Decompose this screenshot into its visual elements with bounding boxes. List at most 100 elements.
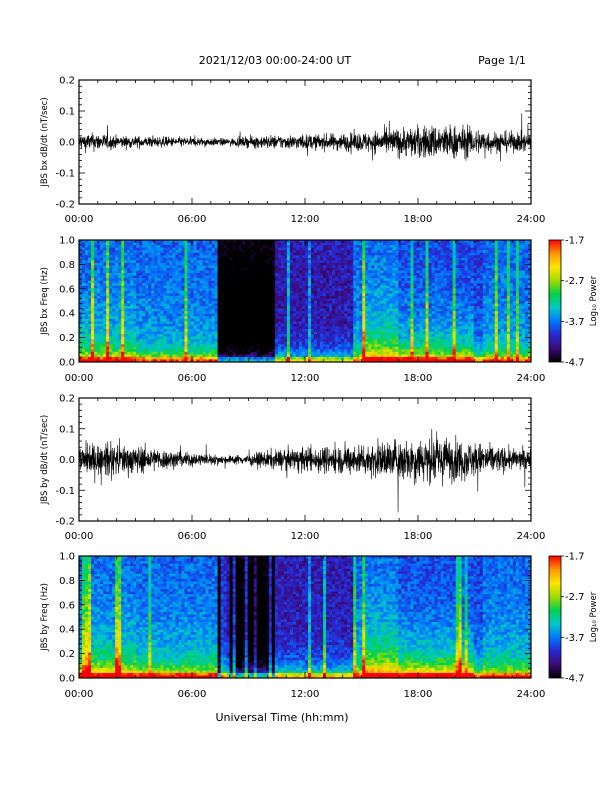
- x-tick-label: 24:00: [517, 214, 546, 225]
- spectrogram-cell: [292, 318, 297, 322]
- spectrogram-cell: [280, 273, 285, 276]
- spectrogram-cell: [238, 308, 243, 312]
- spectrogram-cell: [277, 257, 282, 261]
- spectrogram-cell: [103, 283, 107, 287]
- spectrogram-cell: [229, 341, 234, 345]
- spectrogram-cell: [289, 267, 294, 271]
- spectrogram-cell: [380, 303, 384, 307]
- spectrogram-cell: [241, 356, 246, 360]
- spectrogram-cell: [115, 285, 119, 289]
- spectrogram-cell: [259, 270, 264, 274]
- spectrogram-cell: [205, 260, 209, 264]
- spectrogram-cell: [365, 260, 369, 264]
- spectrogram-cell: [274, 349, 279, 353]
- spectrogram-cell: [181, 351, 185, 355]
- spectrogram-cell: [148, 308, 152, 312]
- spectrogram-cell: [226, 288, 231, 292]
- spectrogram-cell: [187, 308, 191, 312]
- spectrogram-cell: [142, 245, 146, 249]
- spectrogram-cell: [118, 273, 122, 276]
- spectrogram-cell: [292, 265, 297, 269]
- spectrogram-cell: [323, 280, 327, 284]
- spectrogram-cell: [283, 295, 288, 299]
- spectrogram-cell: [332, 321, 336, 325]
- spectrogram-cell: [259, 242, 264, 246]
- spectrogram-cell: [220, 316, 225, 320]
- spectrogram-cell: [265, 252, 270, 256]
- spectrogram-cell: [232, 293, 237, 297]
- spectrogram-cell: [220, 247, 225, 251]
- spectrogram-cell: [157, 334, 161, 337]
- spectrogram-cell: [91, 316, 95, 320]
- spectrogram-cell: [184, 273, 188, 276]
- spectrogram-cell: [253, 311, 258, 315]
- spectrogram-cell: [265, 336, 270, 340]
- spectrogram-cell: [362, 280, 366, 284]
- spectrogram-cell: [109, 339, 113, 343]
- spectrogram-cell: [88, 267, 92, 271]
- spectrogram-cell: [308, 336, 312, 340]
- spectrogram-cell: [292, 326, 297, 330]
- spectrogram-cell: [136, 334, 140, 337]
- spectrogram-cell: [94, 242, 98, 246]
- spectrogram-cell: [344, 316, 348, 320]
- spectrogram-cell: [268, 293, 273, 297]
- spectrogram-cell: [353, 260, 357, 264]
- spectrogram-cell: [142, 334, 146, 337]
- spectrogram-cell: [220, 359, 225, 363]
- spectrogram-cell: [202, 359, 206, 363]
- spectrogram-cell: [112, 354, 116, 358]
- spectrogram-cell: [335, 311, 339, 315]
- spectrogram-cell: [130, 247, 134, 251]
- spectrogram-cell: [166, 247, 170, 251]
- spectrogram-cell: [187, 280, 191, 284]
- spectrogram-cell: [199, 252, 203, 256]
- spectrogram-cell: [187, 323, 191, 327]
- spectrogram-cell: [265, 344, 270, 348]
- spectrogram-cell: [371, 318, 375, 322]
- spectrogram-cell: [341, 318, 345, 322]
- spectrogram-cell: [151, 341, 155, 345]
- spectrogram-cell: [133, 328, 137, 332]
- spectrogram-cell: [142, 323, 146, 327]
- spectrogram-cell: [211, 273, 215, 276]
- spectrogram-cell: [175, 308, 179, 312]
- spectrogram-cell: [121, 245, 125, 249]
- spectrogram-cell: [112, 255, 116, 259]
- spectrogram-cell: [344, 242, 348, 246]
- spectrogram-cell: [268, 283, 273, 287]
- spectrogram-cell: [256, 339, 261, 343]
- spectrogram-cell: [323, 311, 327, 315]
- spectrogram-cell: [374, 267, 378, 271]
- spectrogram-cell: [289, 293, 294, 297]
- spectrogram-cell: [274, 303, 279, 307]
- spectrogram-cell: [274, 356, 279, 360]
- spectrogram-cell: [377, 351, 381, 355]
- spectrogram-cell: [148, 290, 152, 294]
- spectrogram-cell: [377, 245, 381, 249]
- spectrogram-cell: [347, 267, 351, 271]
- spectrogram-cell: [317, 262, 321, 266]
- spectrogram-cell: [199, 303, 203, 307]
- spectrogram-cell: [106, 351, 110, 355]
- spectrogram-cell: [274, 273, 279, 276]
- spectrogram-cell: [115, 267, 119, 271]
- spectrogram-cell: [274, 283, 279, 287]
- spectrogram-cell: [265, 326, 270, 330]
- spectrogram-cell: [94, 262, 98, 266]
- spectrogram-cell: [175, 255, 179, 259]
- spectrogram-cell: [277, 336, 282, 340]
- spectrogram-cell: [190, 270, 194, 274]
- spectrogram-cell: [344, 265, 348, 269]
- spectrogram-cell: [317, 255, 321, 259]
- spectrogram-cell: [359, 316, 363, 320]
- spectrogram-cell: [181, 334, 185, 337]
- spectrogram-cell: [232, 326, 237, 330]
- spectrogram-cell: [169, 359, 173, 363]
- spectrogram-cell: [280, 255, 285, 259]
- spectrogram-cell: [289, 242, 294, 246]
- spectrogram-cell: [229, 354, 234, 358]
- spectrogram-cell: [208, 270, 212, 274]
- spectrogram-cell: [190, 285, 194, 289]
- spectrogram-cell: [88, 308, 92, 312]
